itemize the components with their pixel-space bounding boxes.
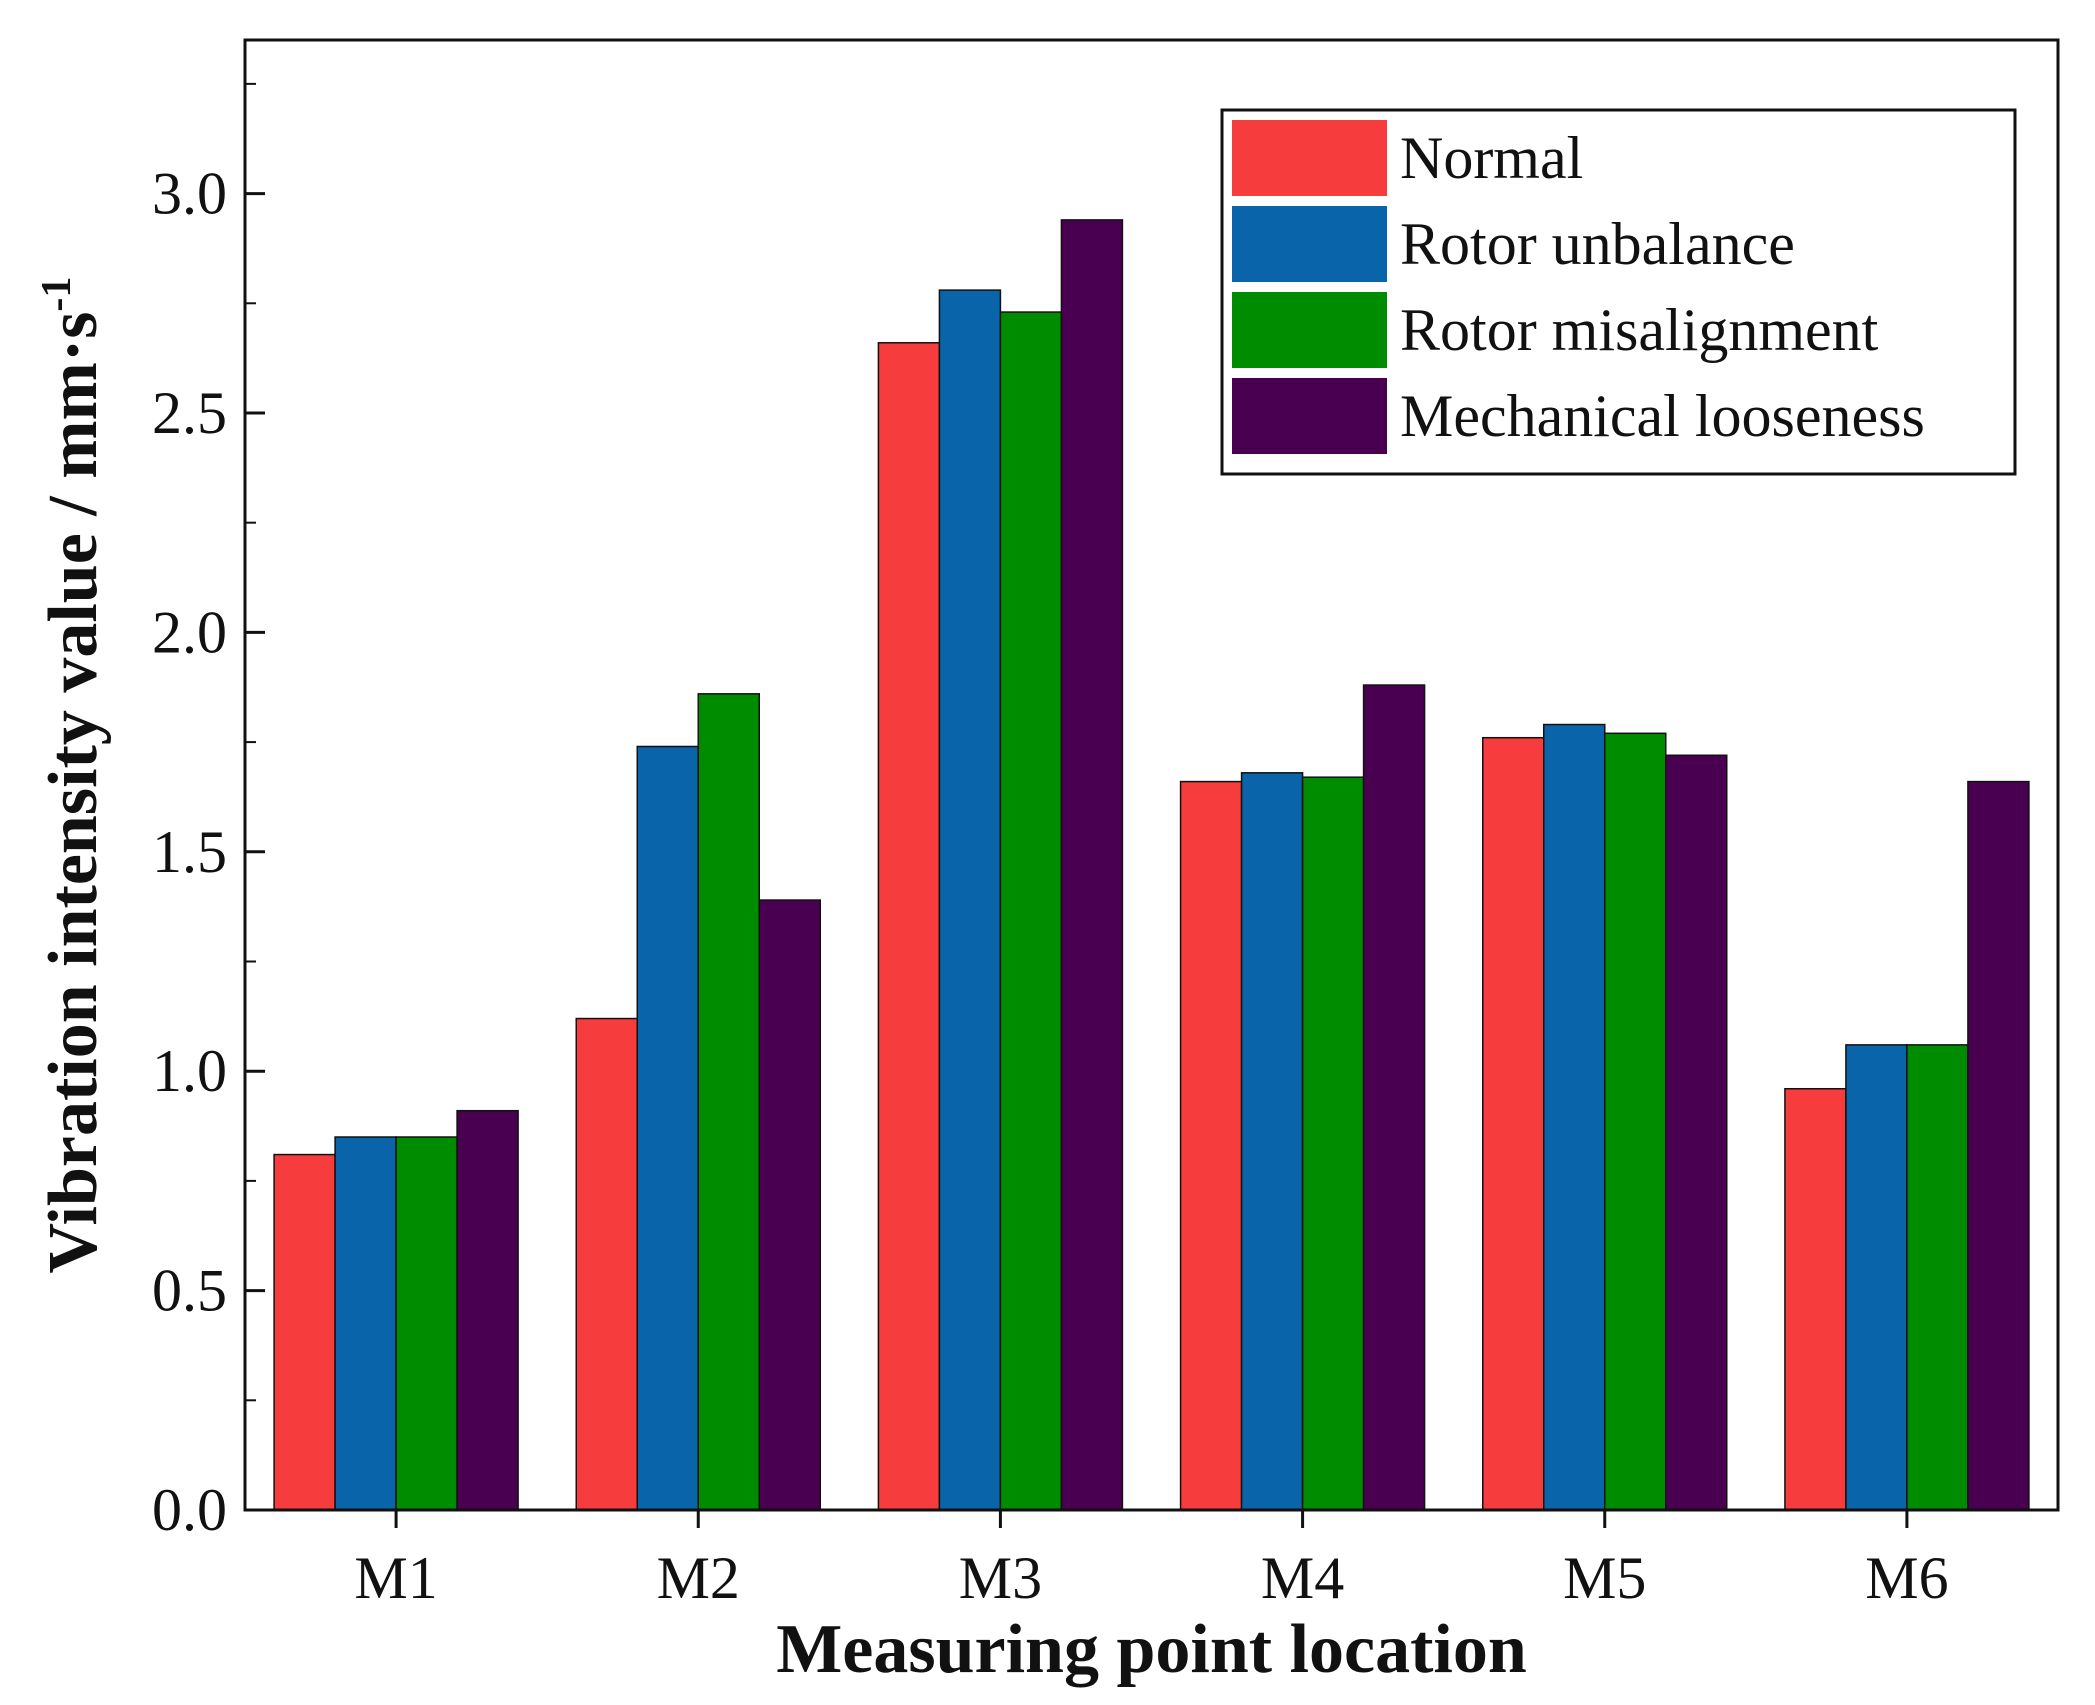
- bar-m2-normal: [575, 1017, 638, 1511]
- y-tick-label: 0.5: [152, 1258, 227, 1324]
- x-tick-label-m4: M4: [1261, 1545, 1344, 1611]
- bar-m2-rotor-misalignment: [697, 693, 760, 1511]
- bar-m4-normal: [1179, 780, 1243, 1511]
- legend-label-mechanical-looseness: Mechanical looseness: [1400, 383, 1925, 449]
- legend-swatch-rotor-misalignment: [1232, 292, 1387, 368]
- x-tick-label-m5: M5: [1563, 1545, 1646, 1611]
- bar-m3-rotor-misalignment: [999, 311, 1063, 1511]
- y-tick-label: 3.0: [152, 161, 227, 227]
- y-axis-title-superscript: -1: [34, 277, 80, 312]
- x-axis: M1 M2 M3 M4 M5 M6: [354, 1510, 1949, 1611]
- bars-layer: [273, 219, 2030, 1511]
- bar-m3-rotor-unbalance: [938, 289, 1002, 1511]
- legend-label-rotor-misalignment: Rotor misalignment: [1400, 297, 1879, 363]
- x-tick-label-m1: M1: [354, 1545, 437, 1611]
- bar-m5-rotor-misalignment: [1604, 732, 1667, 1511]
- legend-label-rotor-unbalance: Rotor unbalance: [1400, 211, 1795, 277]
- bar-m1-rotor-unbalance: [334, 1136, 397, 1511]
- bar-m4-rotor-misalignment: [1301, 776, 1365, 1511]
- x-tick-label-m3: M3: [959, 1545, 1042, 1611]
- y-axis-title: Vibration intensity value / mm·s-1: [34, 277, 112, 1274]
- bar-m4-mechanical-looseness: [1362, 684, 1426, 1511]
- bar-m4-rotor-unbalance: [1240, 772, 1304, 1511]
- plot-frame: [243, 38, 2060, 1512]
- bar-m3-mechanical-looseness: [1060, 219, 1124, 1511]
- y-tick-label: 2.5: [152, 380, 227, 446]
- bar-m1-normal: [273, 1153, 336, 1511]
- bar-m5-normal: [1482, 736, 1545, 1511]
- bar-m1-mechanical-looseness: [456, 1109, 519, 1511]
- y-tick-label: 0.0: [152, 1477, 227, 1543]
- y-tick-label: 1.0: [152, 1038, 227, 1104]
- y-axis: 0.0 0.5 1.0 1.5 2.0 2.5 3.0: [152, 82, 265, 1543]
- y-tick-label: 1.5: [152, 819, 227, 885]
- bar-m5-rotor-unbalance: [1543, 723, 1606, 1511]
- legend: Normal Rotor unbalance Rotor misalignment M…: [1220, 108, 2017, 476]
- legend-label-normal: Normal: [1400, 125, 1583, 191]
- legend-swatch-normal: [1232, 120, 1387, 196]
- bar-m6-mechanical-looseness: [1967, 780, 2030, 1511]
- bar-m2-mechanical-looseness: [758, 899, 821, 1511]
- bar-m1-rotor-misalignment: [395, 1136, 458, 1511]
- y-axis-title-main: Vibration intensity value / mm·s: [35, 312, 112, 1274]
- bar-m6-normal: [1784, 1087, 1847, 1511]
- bar-m5-mechanical-looseness: [1665, 754, 1728, 1511]
- bar-m6-rotor-misalignment: [1906, 1044, 1969, 1511]
- legend-swatch-rotor-unbalance: [1232, 206, 1387, 282]
- x-tick-label-m6: M6: [1865, 1545, 1948, 1611]
- y-tick-label: 2.0: [152, 599, 227, 665]
- bar-m2-rotor-unbalance: [636, 745, 699, 1511]
- bar-m6-rotor-unbalance: [1845, 1044, 1908, 1511]
- legend-swatch-mechanical-looseness: [1232, 378, 1387, 454]
- bar-m3-normal: [877, 342, 941, 1511]
- x-axis-title: Measuring point location: [776, 1611, 1527, 1688]
- x-tick-label-m2: M2: [657, 1545, 740, 1611]
